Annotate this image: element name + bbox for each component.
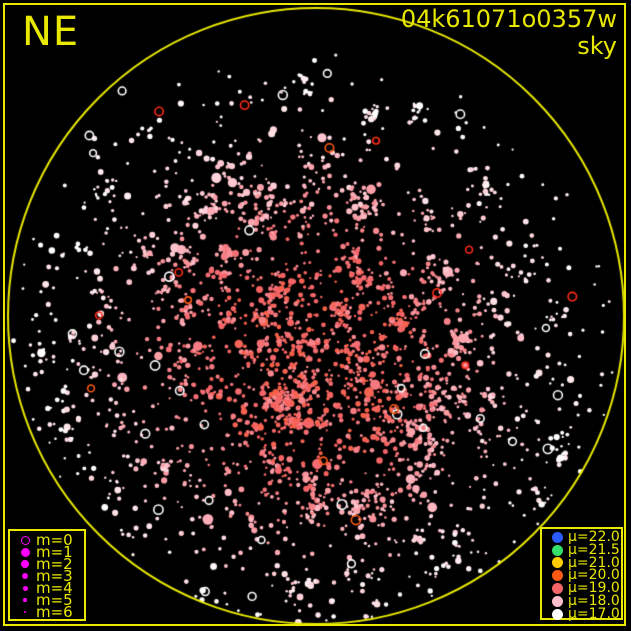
surface-brightness-legend-row: μ=18.0 <box>542 592 621 609</box>
surface-brightness-dot-icon <box>551 608 563 620</box>
surface-brightness-legend-label: μ=17.0 <box>568 605 620 622</box>
surface-brightness-dot-icon <box>551 557 563 569</box>
magnitude-dot-icon <box>23 610 27 614</box>
magnitude-legend-label: m=5 <box>36 590 73 609</box>
surface-brightness-legend-label: μ=21.5 <box>568 541 620 558</box>
magnitude-legend-label: m=4 <box>36 578 73 597</box>
magnitude-swatch-cell <box>14 547 36 557</box>
surface-brightness-swatch-cell <box>546 608 568 620</box>
magnitude-legend-label: m=3 <box>36 566 73 585</box>
magnitude-legend-row: m=5 <box>10 590 84 609</box>
surface-brightness-legend-row: μ=20.0 <box>542 567 621 584</box>
surface-brightness-swatch-cell <box>546 570 568 582</box>
surface-brightness-legend-row: μ=22.0 <box>542 528 621 545</box>
magnitude-swatch-cell <box>14 572 36 580</box>
surface-brightness-legend-label: μ=22.0 <box>568 528 620 545</box>
surface-brightness-swatch-cell <box>546 595 568 607</box>
surface-brightness-legend-label: μ=19.0 <box>568 580 620 597</box>
surface-brightness-legend-label: μ=18.0 <box>568 592 620 609</box>
surface-brightness-legend-label: μ=21.0 <box>568 554 620 571</box>
magnitude-swatch-cell <box>14 560 36 568</box>
surface-brightness-dot-icon <box>551 570 563 582</box>
surface-brightness-swatch-cell <box>546 583 568 595</box>
surface-brightness-dot-icon <box>551 595 563 607</box>
orientation-label-ne: NE <box>22 9 80 55</box>
plot-kind-label: sky <box>577 32 617 60</box>
magnitude-swatch-cell <box>14 585 36 591</box>
surface-brightness-legend-row: μ=19.0 <box>542 580 621 597</box>
surface-brightness-dot-icon <box>551 583 563 595</box>
surface-brightness-swatch-cell <box>546 531 568 543</box>
magnitude-swatch-cell <box>14 535 36 545</box>
magnitude-swatch-cell <box>14 610 36 614</box>
surface-brightness-dot-icon <box>551 544 563 556</box>
magnitude-dot-icon <box>20 547 30 557</box>
surface-brightness-legend-row: μ=21.5 <box>542 541 621 558</box>
surface-brightness-legend: μ=22.0 μ=21.5 μ=21.0 μ=20.0 μ=19.0 μ=18.0 μ=17… <box>540 527 623 622</box>
surface-brightness-dot-icon <box>551 531 563 543</box>
magnitude-dot-icon <box>23 598 27 602</box>
magnitude-legend-row: m=4 <box>10 578 84 597</box>
surface-brightness-legend-row: μ=17.0 <box>542 605 621 622</box>
field-id-label: 04k61071o0357w <box>400 5 617 33</box>
magnitude-legend-label: m=1 <box>36 542 73 561</box>
magnitude-legend-row: m=3 <box>10 566 84 585</box>
magnitude-swatch-cell <box>14 598 36 602</box>
magnitude-legend: m=0 m=1 m=2 m=3 m=4 m=5 m=6 <box>8 529 86 621</box>
magnitude-dot-icon <box>22 585 28 591</box>
magnitude-legend-row: m=6 <box>10 602 84 621</box>
magnitude-legend-label: m=6 <box>36 602 73 621</box>
magnitude-legend-label: m=0 <box>36 530 73 549</box>
magnitude-dot-icon <box>21 560 29 568</box>
magnitude-legend-row: m=0 <box>10 530 84 549</box>
magnitude-legend-row: m=2 <box>10 554 84 573</box>
magnitude-dot-icon <box>21 572 29 580</box>
magnitude-legend-row: m=1 <box>10 542 84 561</box>
surface-brightness-swatch-cell <box>546 557 568 569</box>
magnitude-legend-label: m=2 <box>36 554 73 573</box>
surface-brightness-legend-row: μ=21.0 <box>542 554 621 571</box>
surface-brightness-legend-label: μ=20.0 <box>568 567 620 584</box>
magnitude-ring-icon <box>20 535 30 545</box>
surface-brightness-swatch-cell <box>546 544 568 556</box>
